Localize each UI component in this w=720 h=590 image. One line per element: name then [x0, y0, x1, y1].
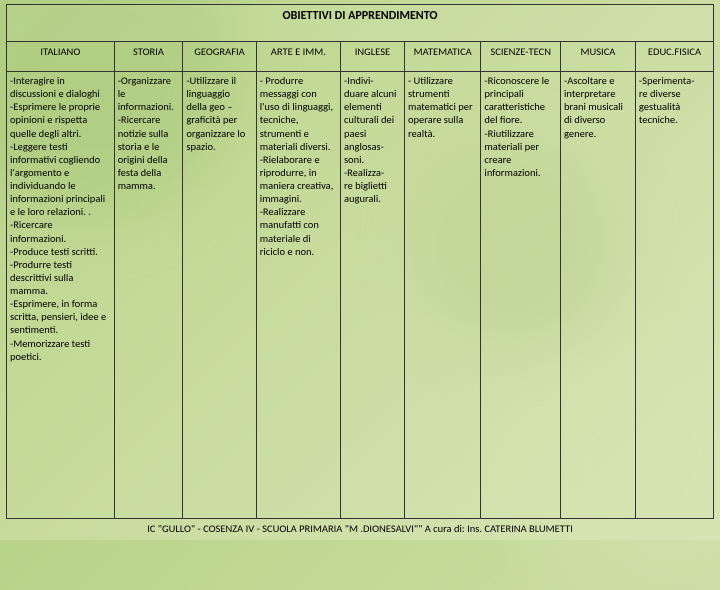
- cell-storia: -Organizzare le informazioni.-Ricercare …: [114, 72, 183, 519]
- cell-educfisica: -Sperimenta-re diverse gestualità tecnic…: [635, 72, 713, 519]
- col-header-inglese: INGLESE: [340, 41, 404, 72]
- page-footer: IC "GULLO" - COSENZA IV - SCUOLA PRIMARI…: [6, 519, 714, 538]
- cell-inglese: -Indivi-duare alcuni elementi culturali …: [340, 72, 404, 519]
- cell-musica: -Ascoltare e interpretare brani musicali…: [561, 72, 636, 519]
- cell-italiano: -Interagire in discussioni e dialoghi-Es…: [7, 72, 115, 519]
- col-header-musica: MUSICA: [561, 41, 636, 72]
- col-header-storia: STORIA: [114, 41, 183, 72]
- cell-arte: - Produrre messaggi con l'uso di linguag…: [256, 72, 340, 519]
- col-header-matematica: MATEMATICA: [404, 41, 480, 72]
- cell-matematica: - Utilizzare strumenti matematici per op…: [404, 72, 480, 519]
- table-title: OBIETTIVI DI APPRENDIMENTO: [7, 5, 714, 42]
- col-header-italiano: ITALIANO: [7, 41, 115, 72]
- cell-scienze: -Riconoscere le principali caratteristic…: [481, 72, 561, 519]
- col-header-arte: ARTE E IMM.: [256, 41, 340, 72]
- objectives-table: OBIETTIVI DI APPRENDIMENTO ITALIANO STOR…: [6, 4, 714, 519]
- col-header-scienze: SCIENZE-TECN: [481, 41, 561, 72]
- col-header-educfisica: EDUC.FISICA: [635, 41, 713, 72]
- cell-geografia: -Utilizzare il linguaggio della geo – gr…: [183, 72, 256, 519]
- col-header-geografia: GEOGRAFIA: [183, 41, 256, 72]
